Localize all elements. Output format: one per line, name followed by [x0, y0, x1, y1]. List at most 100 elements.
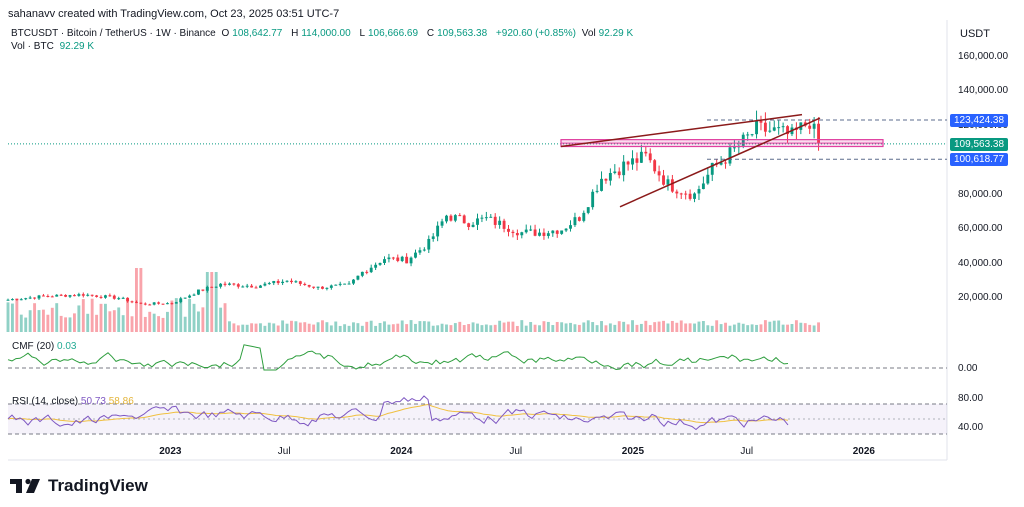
volume-bar — [6, 302, 10, 332]
volume-bar — [679, 320, 683, 332]
volume-bar — [285, 323, 289, 332]
volume-bar — [719, 324, 723, 332]
cmf-legend[interactable]: CMF (20) 0.03 — [12, 341, 77, 352]
candle-body — [400, 256, 404, 261]
volume-bar — [325, 322, 329, 332]
candle-body — [657, 171, 661, 176]
price-tick-label: 20,000.00 — [958, 292, 1003, 303]
volume-bar — [276, 325, 280, 332]
currency-label[interactable]: USDT — [960, 28, 990, 40]
candle-body — [440, 221, 444, 226]
candle-body — [33, 297, 37, 299]
candle-body — [653, 160, 657, 172]
overlays — [8, 113, 947, 208]
candle-body — [294, 281, 298, 283]
candle-body — [343, 283, 347, 285]
candle-body — [542, 232, 546, 236]
volume-bar — [50, 307, 54, 332]
volume-bar — [166, 311, 169, 332]
volume-bar — [706, 325, 710, 332]
volume-bar — [586, 320, 590, 332]
volume-bar — [338, 325, 342, 332]
volume-bar — [812, 325, 816, 332]
volume-bar — [139, 268, 143, 332]
candle-body — [511, 231, 515, 234]
candle-body — [732, 147, 736, 149]
candle-body — [19, 299, 23, 301]
volume-bar — [613, 324, 617, 332]
candle-body — [409, 257, 413, 264]
volume-bar — [520, 320, 524, 332]
volume-bar — [267, 322, 271, 332]
candle-body — [569, 225, 572, 229]
rsi-legend[interactable]: RSI (14, close) 50.73 58.86 — [12, 396, 134, 407]
candle-body — [316, 286, 320, 288]
time-tick-label: 2024 — [390, 446, 413, 457]
candle-body — [378, 262, 382, 265]
volume-bar — [135, 268, 138, 332]
volume-bar — [781, 324, 785, 332]
candle-body — [174, 302, 178, 304]
volume-bar — [515, 325, 519, 332]
volume-bar — [569, 322, 572, 332]
candle-body — [812, 123, 816, 129]
volume-bar — [352, 322, 355, 332]
candle-body — [555, 230, 559, 234]
volume-bar — [232, 323, 236, 332]
candle-body — [436, 225, 440, 237]
candle-body — [639, 151, 643, 163]
candle-body — [396, 257, 400, 261]
candle-body — [81, 294, 85, 296]
volume-bar — [794, 320, 798, 332]
candle-body — [166, 303, 169, 305]
volume-bar — [77, 305, 81, 332]
volume-bar — [281, 320, 285, 332]
volume-bar — [219, 307, 223, 332]
volume-bar — [422, 321, 426, 332]
volume-bar — [24, 317, 28, 332]
volume-bar — [604, 325, 608, 332]
candle-body — [493, 216, 497, 225]
volume-bar — [542, 321, 546, 332]
candle-body — [564, 228, 568, 231]
symbol-description[interactable]: BTCUSDT · Bitcoin / TetherUS · 1W · Bina… — [11, 28, 216, 39]
volume-bar — [600, 321, 603, 332]
candle-body — [369, 267, 373, 273]
volume-bar — [502, 322, 506, 332]
candle-body — [46, 295, 50, 297]
volume-bar — [205, 272, 209, 332]
volume-bar — [440, 323, 444, 332]
volume-legend[interactable]: Vol · BTC 92.29 K — [11, 41, 95, 52]
candle-body — [533, 229, 537, 236]
volume-bar — [608, 323, 612, 332]
candle-body — [484, 217, 488, 219]
candle-body — [502, 220, 506, 229]
volume-bar — [104, 303, 107, 332]
candle-body — [462, 215, 466, 224]
volume-bar — [197, 311, 200, 332]
volume-bar — [546, 321, 550, 332]
volume-bar — [511, 321, 515, 332]
candle-body — [772, 127, 776, 131]
candle-body — [59, 294, 63, 296]
candle-body — [684, 193, 688, 195]
price-change: +920.60 (+0.85%) — [495, 28, 576, 39]
candle-body — [307, 284, 311, 287]
volume-bar — [763, 320, 767, 332]
candle-body — [586, 207, 590, 213]
volume-bar — [72, 313, 76, 332]
candle-body — [693, 193, 696, 199]
candle-body — [99, 296, 103, 298]
candle-body — [15, 299, 19, 301]
volume-bar — [449, 325, 453, 332]
volume-bar — [347, 325, 351, 332]
candle-body — [126, 297, 130, 302]
candle-body — [72, 295, 76, 297]
candle-body — [582, 212, 586, 221]
candle-body — [551, 230, 555, 234]
volume-bar — [405, 324, 409, 332]
tradingview-logo-icon — [10, 478, 40, 493]
price-tick-label: 60,000.00 — [958, 223, 1003, 235]
volume-bar — [697, 321, 701, 332]
